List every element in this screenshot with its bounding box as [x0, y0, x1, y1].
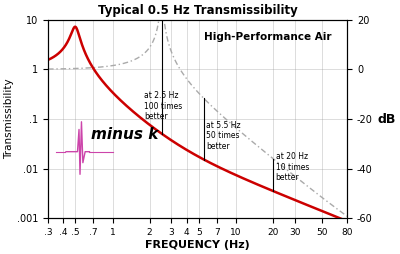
Title: Typical 0.5 Hz Transmissibility: Typical 0.5 Hz Transmissibility	[98, 4, 298, 17]
X-axis label: FREQUENCY (Hz): FREQUENCY (Hz)	[145, 240, 250, 250]
Text: at 2.5 Hz
100 times
better: at 2.5 Hz 100 times better	[144, 91, 182, 121]
Text: at 5.5 Hz
50 times
better: at 5.5 Hz 50 times better	[206, 121, 241, 151]
Text: at 20 Hz
10 times
better: at 20 Hz 10 times better	[276, 152, 309, 182]
Text: High-Performance Air: High-Performance Air	[204, 32, 331, 42]
Y-axis label: Transmissibility: Transmissibility	[4, 79, 14, 159]
Text: minus k: minus k	[91, 127, 158, 142]
Y-axis label: dB: dB	[378, 113, 396, 125]
